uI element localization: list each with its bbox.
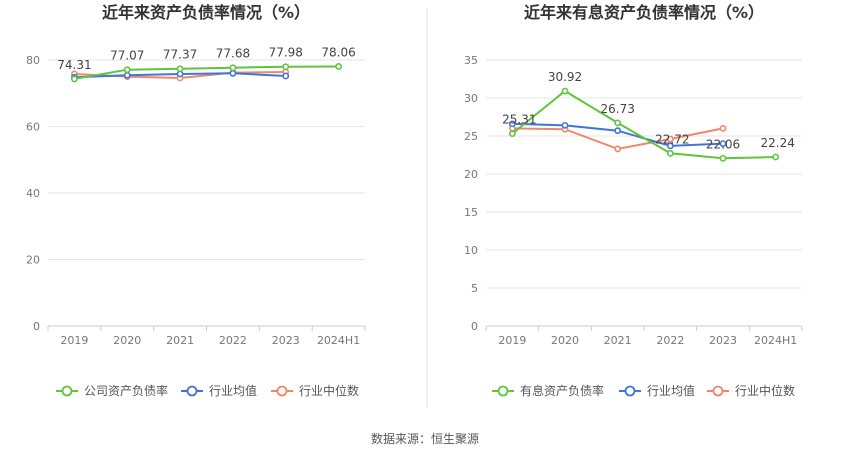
data-label: 30.92 — [548, 70, 582, 84]
debt-ratio-chart: 近年来资产负债率情况（%） 0 20 40 60 80 2019 2020 2021 2022 2… — [26, 3, 366, 398]
x-tick-label: 2019 — [60, 334, 88, 347]
legend-item: 行业中位数 — [707, 383, 795, 398]
legend-swatch-marker — [186, 385, 198, 397]
data-label: 22.06 — [706, 137, 740, 151]
data-point — [229, 64, 237, 72]
series-line — [74, 65, 339, 80]
data-source: 数据来源：恒生聚源 — [371, 431, 479, 446]
data-point — [614, 145, 622, 153]
data-label: 77.37 — [163, 48, 197, 62]
data-point — [561, 87, 569, 95]
x-tick-label: 2022 — [219, 334, 247, 347]
y-tick-label: 35 — [464, 54, 478, 67]
data-label: 77.07 — [110, 49, 144, 63]
data-point — [229, 69, 237, 77]
data-point — [123, 66, 131, 74]
legend-item: 行业均值 — [619, 383, 695, 398]
x-tick-label: 2019 — [498, 334, 526, 347]
data-point — [335, 63, 342, 70]
data-point — [614, 119, 622, 127]
y-tick-label: 40 — [26, 187, 40, 200]
data-point — [508, 120, 516, 128]
x-tick-label: 2020 — [113, 334, 141, 347]
legend-swatch-marker — [61, 385, 73, 397]
data-point — [508, 130, 516, 138]
data-label: 22.24 — [760, 136, 794, 150]
data-label: 25.31 — [502, 113, 536, 127]
data-label: 74.31 — [57, 58, 91, 72]
legend-label: 行业均值 — [209, 383, 257, 398]
legend-swatch-marker — [497, 385, 509, 397]
series-line — [511, 89, 776, 160]
legend-item: 行业中位数 — [271, 383, 359, 398]
data-point — [719, 124, 727, 132]
y-tick-label: 80 — [26, 54, 40, 67]
x-tick-label: 2022 — [656, 334, 684, 347]
data-point — [719, 140, 727, 147]
data-point — [123, 71, 131, 79]
x-tick-label: 2023 — [709, 334, 737, 347]
data-point — [666, 135, 674, 143]
y-tick-label: 0 — [471, 320, 478, 333]
y-tick-label: 15 — [464, 206, 478, 219]
legend-item: 行业均值 — [181, 383, 257, 398]
legend-item: 有息资产负债率 — [492, 383, 604, 398]
legend-swatch-marker — [624, 385, 636, 397]
data-point — [772, 153, 780, 161]
data-point — [666, 149, 674, 157]
x-tick-label: 2023 — [272, 334, 300, 347]
data-point — [282, 72, 290, 80]
data-point — [561, 121, 569, 129]
y-tick-label: 10 — [464, 244, 478, 257]
x-tick-label: 2021 — [604, 334, 632, 347]
data-point — [666, 142, 674, 150]
legend-swatch-marker — [712, 385, 724, 397]
data-point — [614, 127, 622, 135]
y-tick-label: 30 — [464, 92, 478, 105]
x-tick-label: 2024H1 — [754, 334, 797, 347]
chart-title: 近年来有息资产负债率情况（%） — [524, 3, 764, 22]
legend-label: 行业均值 — [647, 383, 695, 398]
data-label: 77.68 — [216, 47, 250, 61]
chart-title: 近年来资产负债率情况（%） — [102, 3, 310, 22]
legend-label: 行业中位数 — [299, 383, 359, 398]
x-tick-label: 2024H1 — [317, 334, 360, 347]
legend-label: 行业中位数 — [735, 383, 795, 398]
y-tick-label: 25 — [464, 130, 478, 143]
y-tick-label: 60 — [26, 121, 40, 134]
y-tick-label: 20 — [464, 168, 478, 181]
y-tick-label: 20 — [26, 254, 40, 267]
data-point — [282, 63, 290, 71]
y-tick-label: 5 — [471, 282, 478, 295]
data-point — [176, 65, 184, 73]
legend-label: 有息资产负债率 — [520, 383, 604, 398]
y-tick-label: 0 — [33, 320, 40, 333]
data-label: 26.73 — [600, 102, 634, 116]
data-point — [719, 154, 727, 162]
data-point — [71, 75, 78, 83]
data-label: 78.06 — [321, 45, 355, 59]
interest-debt-ratio-chart: 近年来有息资产负债率情况（%） 0 5 10 15 20 25 30 35 2019 2020 20… — [464, 3, 803, 398]
data-label: 22.72 — [655, 132, 689, 146]
legend-label: 公司资产负债率 — [84, 383, 168, 398]
data-point — [176, 70, 184, 78]
x-tick-label: 2021 — [166, 334, 194, 347]
x-tick-label: 2020 — [551, 334, 579, 347]
legend-item: 公司资产负债率 — [56, 383, 168, 398]
data-label: 77.98 — [269, 46, 303, 60]
legend-swatch-marker — [276, 385, 288, 397]
